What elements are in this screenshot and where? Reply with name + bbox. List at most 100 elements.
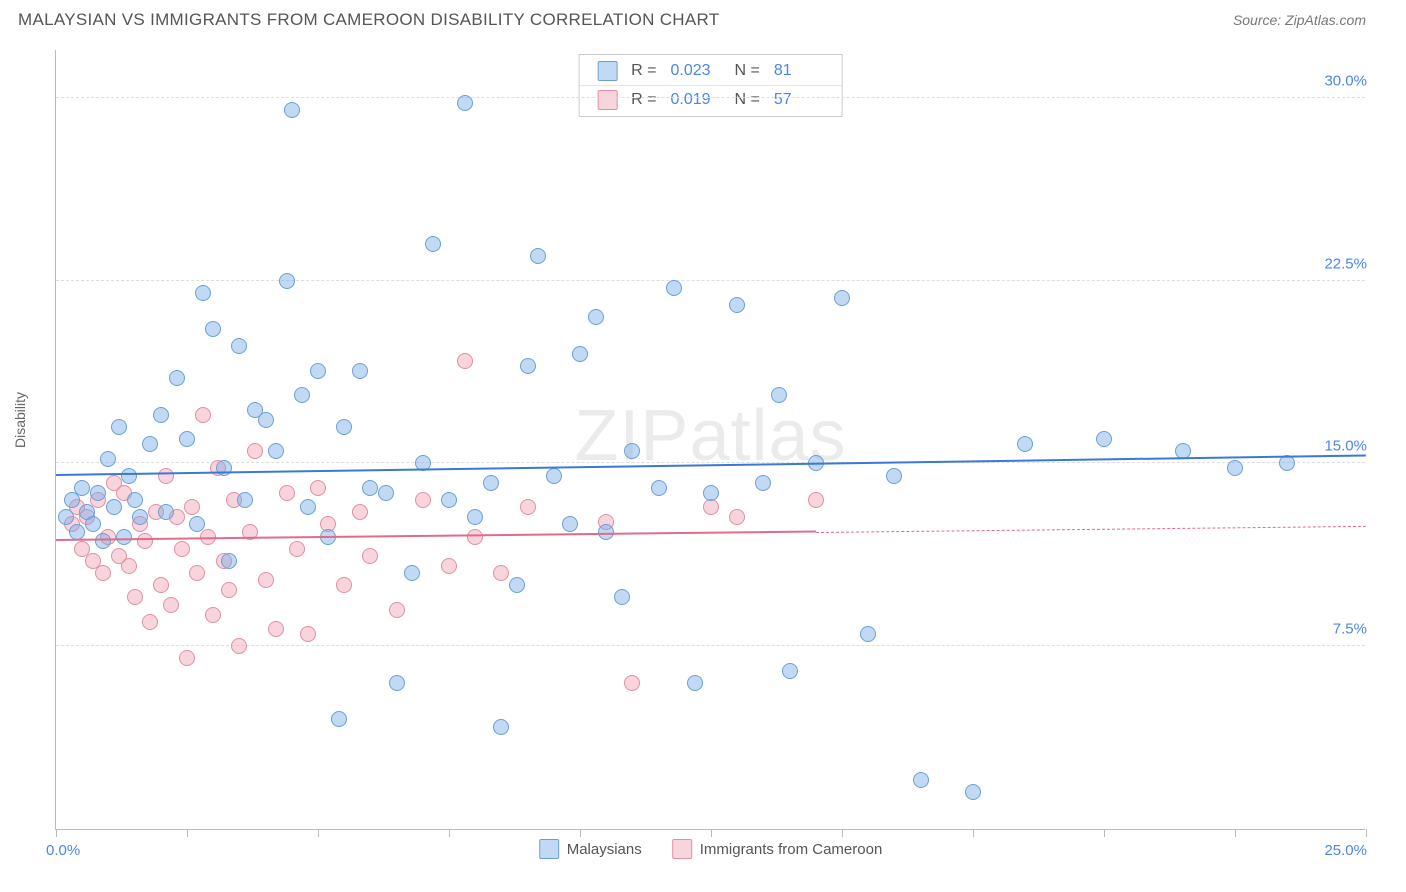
x-axis-min-label: 0.0% (46, 842, 80, 859)
data-point (127, 492, 143, 508)
data-point (158, 468, 174, 484)
data-point (237, 492, 253, 508)
n-value: 81 (774, 62, 824, 80)
data-point (216, 460, 232, 476)
data-point (174, 541, 190, 557)
x-tick (449, 829, 450, 837)
x-tick (187, 829, 188, 837)
data-point (1227, 460, 1243, 476)
data-point (457, 353, 473, 369)
data-point (509, 577, 525, 593)
data-point (651, 480, 667, 496)
x-tick (318, 829, 319, 837)
data-point (221, 582, 237, 598)
data-point (562, 516, 578, 532)
data-point (546, 468, 562, 484)
data-point (121, 468, 137, 484)
watermark-bold: ZIP (574, 395, 689, 475)
trendline (56, 531, 816, 541)
data-point (231, 638, 247, 654)
data-point (258, 572, 274, 588)
data-point (205, 607, 221, 623)
data-point (530, 248, 546, 264)
y-axis-title: Disability (12, 392, 28, 448)
data-point (362, 480, 378, 496)
legend-item: Malaysians (539, 839, 642, 859)
data-point (520, 358, 536, 374)
x-axis-max-label: 25.0% (1324, 842, 1367, 859)
x-tick (1366, 829, 1367, 837)
data-point (184, 499, 200, 515)
legend-stats-row: R = 0.023 N = 81 (579, 57, 842, 85)
data-point (467, 529, 483, 545)
legend-series: Malaysians Immigrants from Cameroon (539, 839, 883, 859)
data-point (782, 663, 798, 679)
source-name: ZipAtlas.com (1285, 12, 1366, 28)
data-point (666, 280, 682, 296)
data-point (142, 614, 158, 630)
data-point (834, 290, 850, 306)
data-point (457, 95, 473, 111)
data-point (300, 626, 316, 642)
data-point (205, 321, 221, 337)
data-point (69, 524, 85, 540)
data-point (415, 492, 431, 508)
data-point (132, 509, 148, 525)
data-point (231, 338, 247, 354)
data-point (588, 309, 604, 325)
x-tick (1104, 829, 1105, 837)
gridline (56, 645, 1365, 646)
chart-title: MALAYSIAN VS IMMIGRANTS FROM CAMEROON DI… (18, 10, 719, 30)
data-point (169, 370, 185, 386)
data-point (1017, 436, 1033, 452)
data-point (58, 509, 74, 525)
x-tick (56, 829, 57, 837)
legend-swatch-a (539, 839, 559, 859)
n-label: N = (735, 62, 760, 80)
data-point (389, 602, 405, 618)
data-point (425, 236, 441, 252)
data-point (404, 565, 420, 581)
gridline (56, 462, 1365, 463)
data-point (703, 499, 719, 515)
data-point (624, 443, 640, 459)
data-point (1279, 455, 1295, 471)
data-point (378, 485, 394, 501)
data-point (85, 516, 101, 532)
x-tick (842, 829, 843, 837)
data-point (116, 529, 132, 545)
legend-stats-row: R = 0.019 N = 57 (579, 85, 842, 114)
data-point (860, 626, 876, 642)
data-point (74, 480, 90, 496)
data-point (771, 387, 787, 403)
data-point (965, 784, 981, 800)
r-value: 0.023 (671, 62, 721, 80)
data-point (310, 363, 326, 379)
data-point (137, 533, 153, 549)
data-point (703, 485, 719, 501)
y-tick-label: 7.5% (1327, 621, 1367, 638)
data-point (493, 719, 509, 735)
r-label: R = (631, 62, 656, 80)
data-point (755, 475, 771, 491)
data-point (111, 419, 127, 435)
data-point (336, 577, 352, 593)
data-point (886, 468, 902, 484)
data-point (352, 363, 368, 379)
data-point (247, 443, 263, 459)
data-point (624, 675, 640, 691)
data-point (106, 499, 122, 515)
data-point (127, 589, 143, 605)
chart-header: MALAYSIAN VS IMMIGRANTS FROM CAMEROON DI… (0, 0, 1406, 38)
data-point (294, 387, 310, 403)
chart-source: Source: ZipAtlas.com (1233, 12, 1366, 28)
data-point (195, 407, 211, 423)
legend-swatch-b (597, 90, 617, 110)
scatter-chart: ZIPatlas R = 0.023 N = 81 R = 0.019 N = … (55, 50, 1365, 830)
data-point (598, 524, 614, 540)
data-point (179, 431, 195, 447)
data-point (153, 577, 169, 593)
data-point (520, 499, 536, 515)
data-point (158, 504, 174, 520)
data-point (331, 711, 347, 727)
